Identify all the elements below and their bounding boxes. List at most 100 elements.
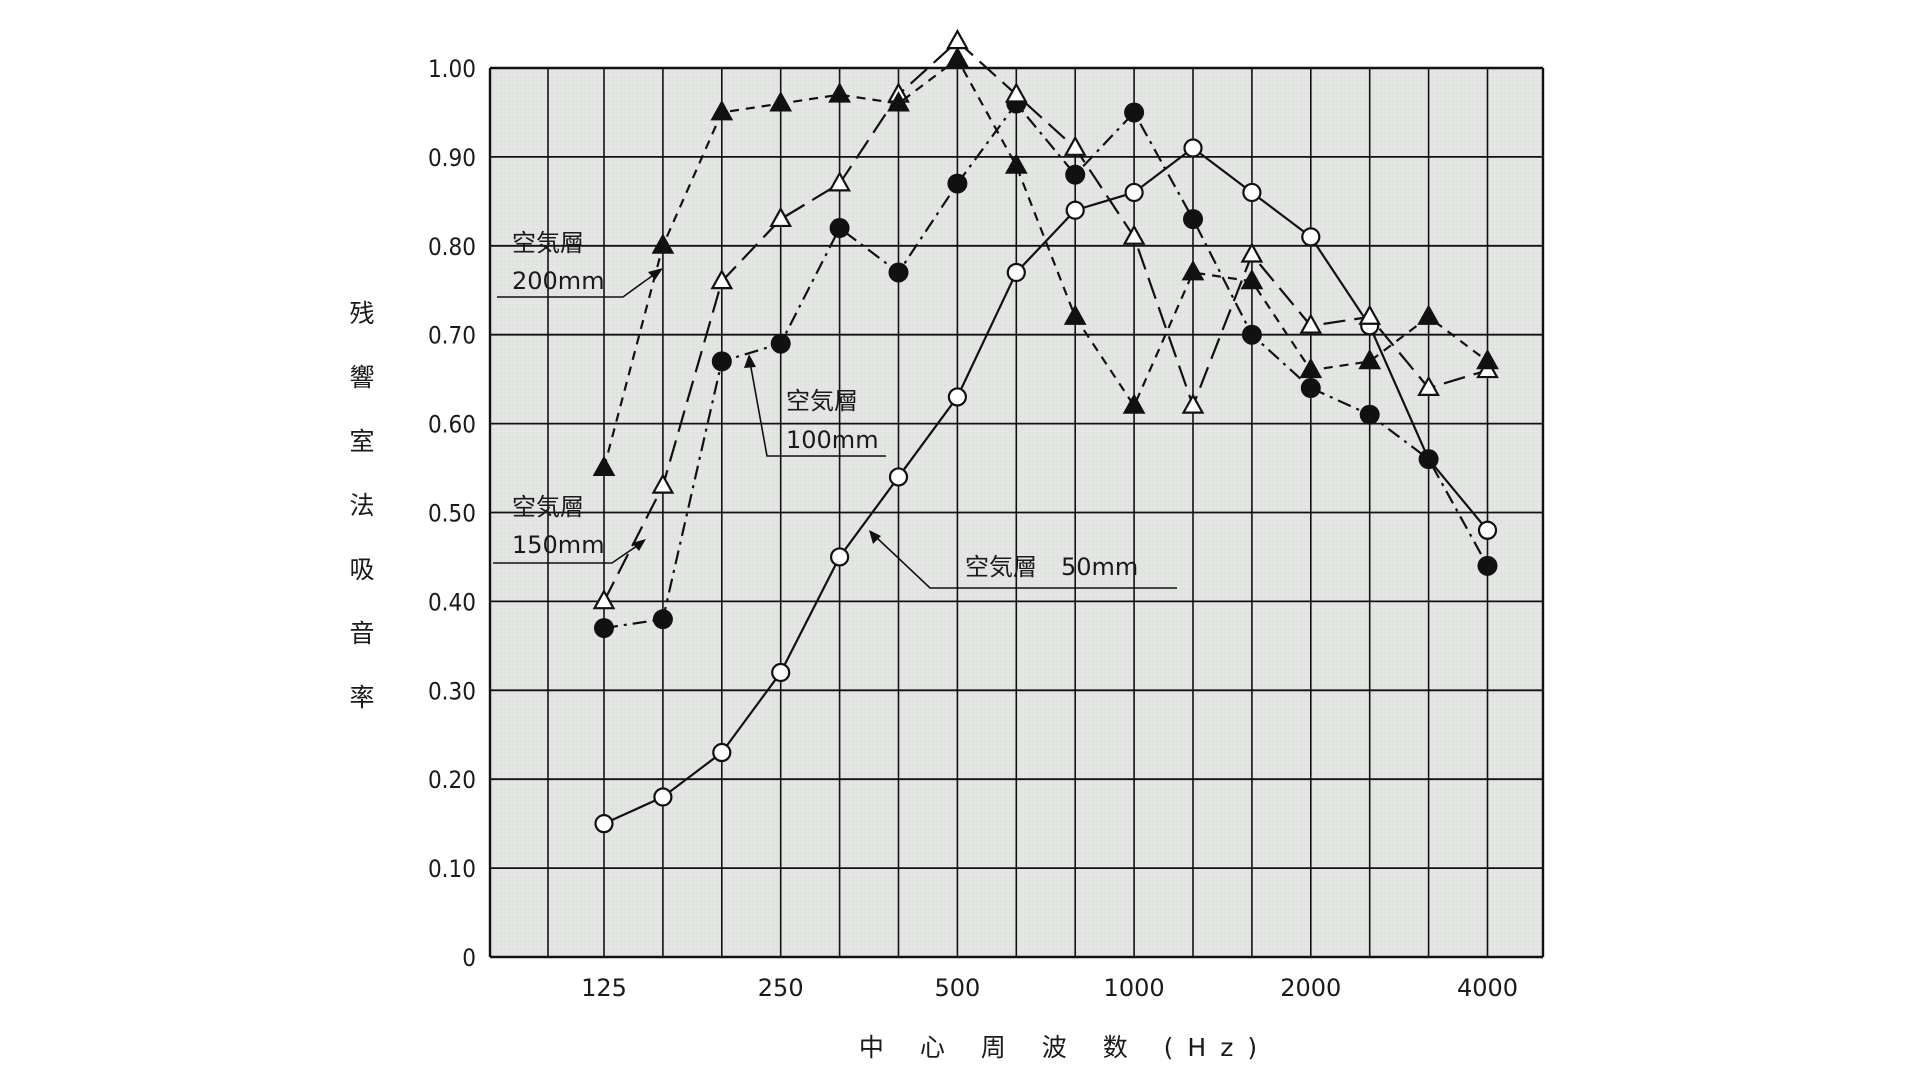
- filled-triangle-marker: [887, 91, 910, 112]
- annotation-100mm: 空気層 100mm: [744, 354, 886, 457]
- filled-circle-marker: [711, 351, 732, 372]
- svg-text:空気層: 空気層: [786, 387, 858, 415]
- filled-circle-marker: [652, 609, 673, 630]
- open-triangle-marker: [1063, 135, 1087, 156]
- y-tick-label: 0.40: [428, 588, 476, 616]
- svg-text:空気層 50mm: 空気層 50mm: [965, 553, 1138, 581]
- filled-triangle-marker: [1004, 153, 1028, 174]
- svg-text:100mm: 100mm: [786, 426, 879, 454]
- y-tick-label: 0.60: [428, 411, 476, 439]
- filled-triangle-marker: [1181, 260, 1205, 281]
- svg-text:音: 音: [349, 619, 374, 648]
- open-circle-marker: [1301, 227, 1321, 247]
- filled-circle-marker: [1124, 102, 1145, 123]
- filled-triangle-marker: [1358, 348, 1382, 370]
- series-2: [594, 93, 1498, 639]
- filled-circle-marker: [829, 218, 850, 239]
- series-4: [592, 46, 1499, 476]
- x-axis-ticks: 125 250 500 1000 2000 4000: [581, 974, 1518, 1002]
- filled-triangle-marker: [1299, 357, 1323, 379]
- filled-circle-marker: [1418, 449, 1439, 470]
- open-triangle-marker: [828, 171, 851, 192]
- y-tick-label: 0.90: [428, 144, 476, 172]
- open-triangle-marker: [1417, 375, 1440, 396]
- open-triangle-marker: [1004, 82, 1028, 103]
- open-circle-marker: [771, 662, 791, 683]
- filled-circle-marker: [1300, 378, 1321, 399]
- svg-text:空気層: 空気層: [512, 493, 584, 521]
- open-circle-marker: [829, 547, 850, 567]
- x-tick-label: 2000: [1280, 974, 1341, 1002]
- open-triangle-marker: [1358, 304, 1382, 325]
- svg-text:響: 響: [349, 363, 374, 392]
- filled-triangle-marker: [1063, 304, 1087, 325]
- annotation-200mm: 空気層 200mm: [497, 229, 663, 298]
- filled-circle-marker: [1241, 324, 1262, 345]
- open-triangle-marker: [1299, 313, 1323, 334]
- open-triangle-marker: [1240, 242, 1264, 263]
- x-tick-label: 1000: [1104, 974, 1165, 1002]
- filled-circle-marker: [1065, 164, 1086, 185]
- filled-circle-marker: [888, 262, 909, 283]
- open-circle-marker: [1006, 262, 1026, 283]
- filled-circle-marker: [1183, 209, 1203, 230]
- open-triangle-marker: [1122, 224, 1146, 245]
- annotation-50mm: 空気層 50mm: [869, 530, 1177, 589]
- open-triangle-marker: [946, 28, 969, 50]
- filled-triangle-marker: [946, 46, 969, 68]
- svg-text:150mm: 150mm: [512, 531, 605, 559]
- open-triangle-marker: [769, 206, 793, 228]
- svg-text:200mm: 200mm: [512, 267, 605, 295]
- filled-triangle-marker: [592, 455, 616, 476]
- filled-circle-marker: [770, 333, 791, 354]
- x-tick-label: 500: [934, 974, 980, 1002]
- filled-triangle-marker: [1240, 268, 1264, 290]
- filled-triangle-marker: [710, 99, 734, 121]
- open-circle-marker: [1124, 182, 1144, 203]
- filled-triangle-marker: [769, 91, 793, 112]
- open-triangle-marker: [651, 473, 675, 494]
- y-tick-label: 0: [462, 944, 476, 972]
- x-tick-label: 250: [758, 974, 804, 1002]
- open-circle-marker: [1183, 138, 1203, 158]
- open-circle-marker: [1242, 182, 1262, 203]
- filled-circle-marker: [1477, 555, 1498, 576]
- y-tick-label: 0.70: [428, 322, 476, 350]
- svg-text:空気層: 空気層: [512, 229, 584, 257]
- svg-text:吸: 吸: [349, 555, 374, 584]
- filled-circle-marker: [594, 618, 614, 639]
- filled-circle-marker: [947, 173, 968, 194]
- open-circle-marker: [594, 814, 614, 834]
- svg-text:法: 法: [349, 491, 374, 520]
- series-1: [594, 138, 1498, 834]
- open-circle-marker: [653, 787, 673, 807]
- svg-text:室: 室: [349, 427, 374, 456]
- filled-triangle-marker: [651, 233, 675, 254]
- open-circle-marker: [1477, 520, 1498, 540]
- svg-text:残: 残: [349, 299, 374, 328]
- open-circle-marker: [947, 387, 968, 407]
- y-tick-label: 0.30: [428, 677, 476, 705]
- y-tick-label: 0.10: [428, 855, 476, 883]
- filled-circle-marker: [1359, 404, 1380, 425]
- open-triangle-marker: [592, 588, 616, 610]
- x-axis-label: 中 心 周 波 数 (Hz): [859, 1033, 1271, 1062]
- y-axis-ticks: 0 0.10 0.20 0.30 0.40 0.50 0.60 0.70 0.80 0.90 1.0…: [428, 55, 476, 972]
- open-circle-marker: [888, 467, 909, 487]
- annotation-150mm: 空気層 150mm: [493, 493, 646, 564]
- data-series: [592, 28, 1499, 834]
- x-tick-label: 125: [581, 974, 627, 1002]
- y-tick-label: 1.00: [428, 55, 476, 83]
- open-circle-marker: [712, 742, 732, 763]
- filled-triangle-marker: [828, 82, 851, 103]
- open-triangle-marker: [1181, 393, 1205, 414]
- y-tick-label: 0.20: [428, 766, 476, 794]
- svg-text:率: 率: [349, 683, 374, 712]
- filled-triangle-marker: [1476, 348, 1499, 370]
- y-tick-label: 0.50: [428, 500, 476, 528]
- open-circle-marker: [1065, 200, 1085, 220]
- filled-triangle-marker: [1122, 393, 1146, 414]
- y-tick-label: 0.80: [428, 233, 476, 261]
